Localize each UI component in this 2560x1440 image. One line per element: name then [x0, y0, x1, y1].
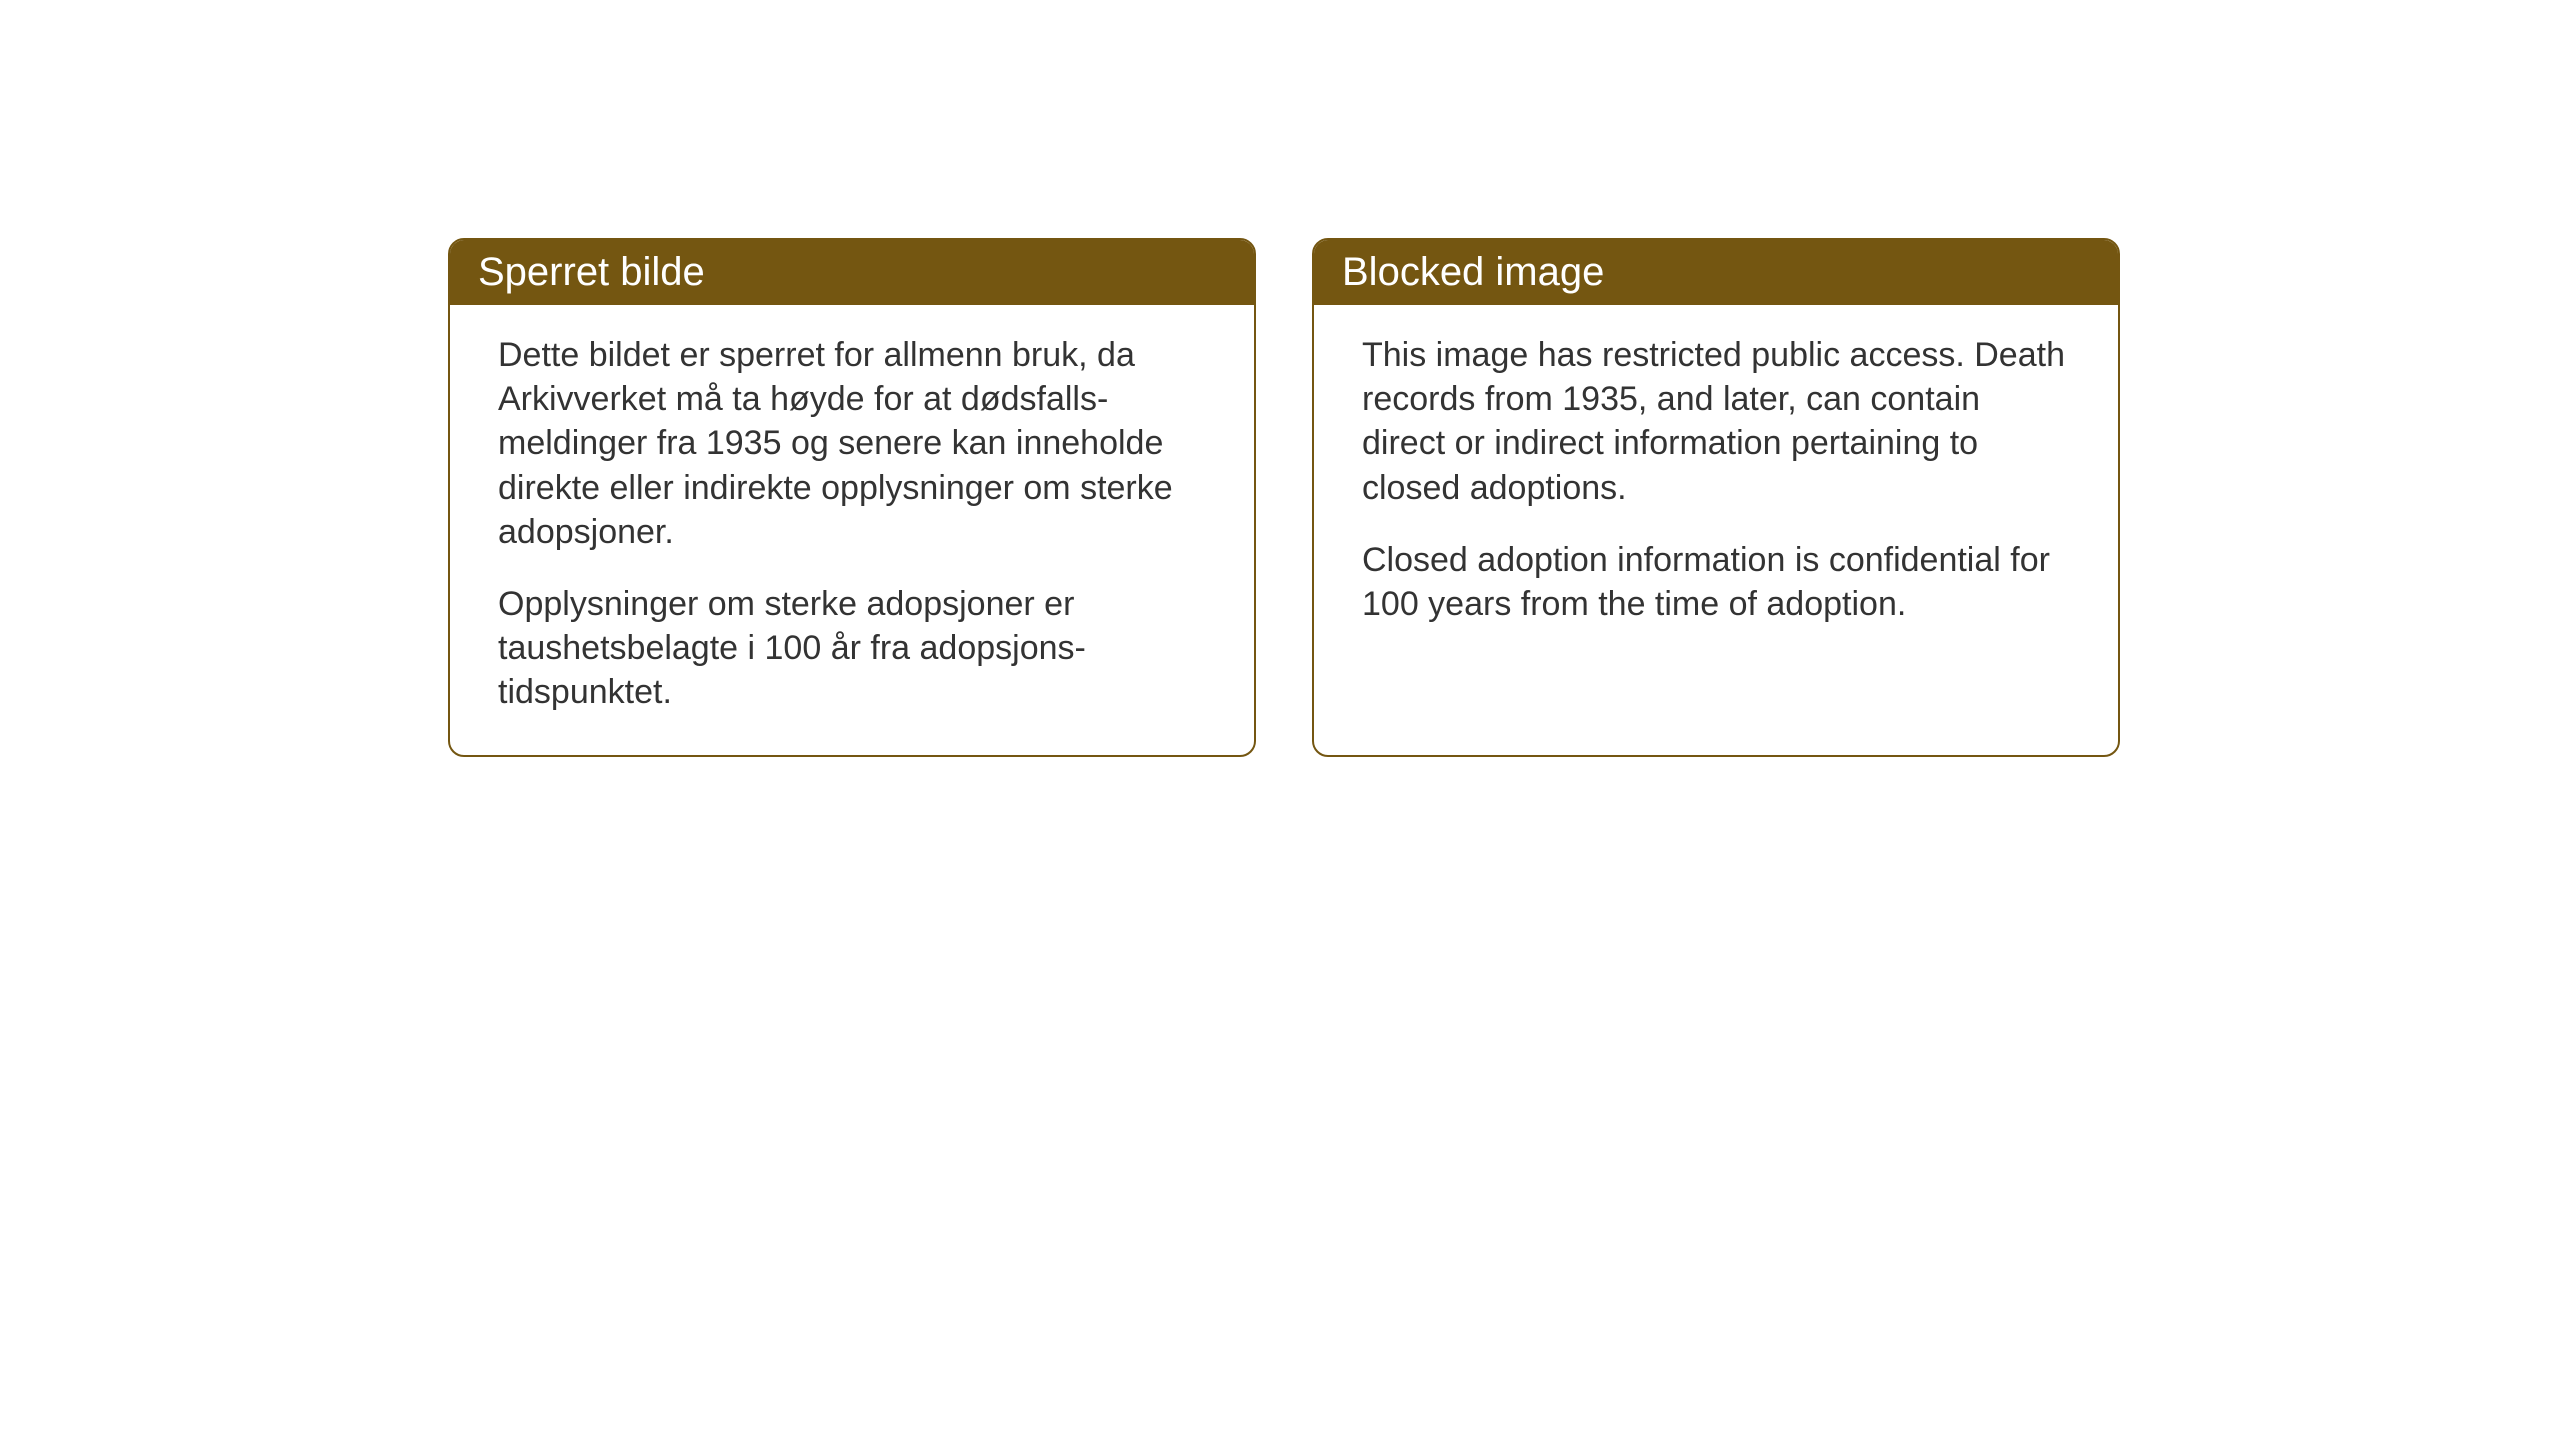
english-paragraph-1: This image has restricted public access.…: [1362, 333, 2070, 510]
english-card: Blocked image This image has restricted …: [1312, 238, 2120, 757]
norwegian-card-header: Sperret bilde: [450, 240, 1254, 305]
english-paragraph-2: Closed adoption information is confident…: [1362, 538, 2070, 626]
norwegian-card-title: Sperret bilde: [478, 250, 705, 294]
english-card-body: This image has restricted public access.…: [1314, 305, 2118, 666]
english-card-header: Blocked image: [1314, 240, 2118, 305]
cards-container: Sperret bilde Dette bildet er sperret fo…: [448, 238, 2120, 757]
norwegian-paragraph-1: Dette bildet er sperret for allmenn bruk…: [498, 333, 1206, 554]
norwegian-card-body: Dette bildet er sperret for allmenn bruk…: [450, 305, 1254, 755]
norwegian-card: Sperret bilde Dette bildet er sperret fo…: [448, 238, 1256, 757]
english-card-title: Blocked image: [1342, 250, 1604, 294]
norwegian-paragraph-2: Opplysninger om sterke adopsjoner er tau…: [498, 582, 1206, 715]
